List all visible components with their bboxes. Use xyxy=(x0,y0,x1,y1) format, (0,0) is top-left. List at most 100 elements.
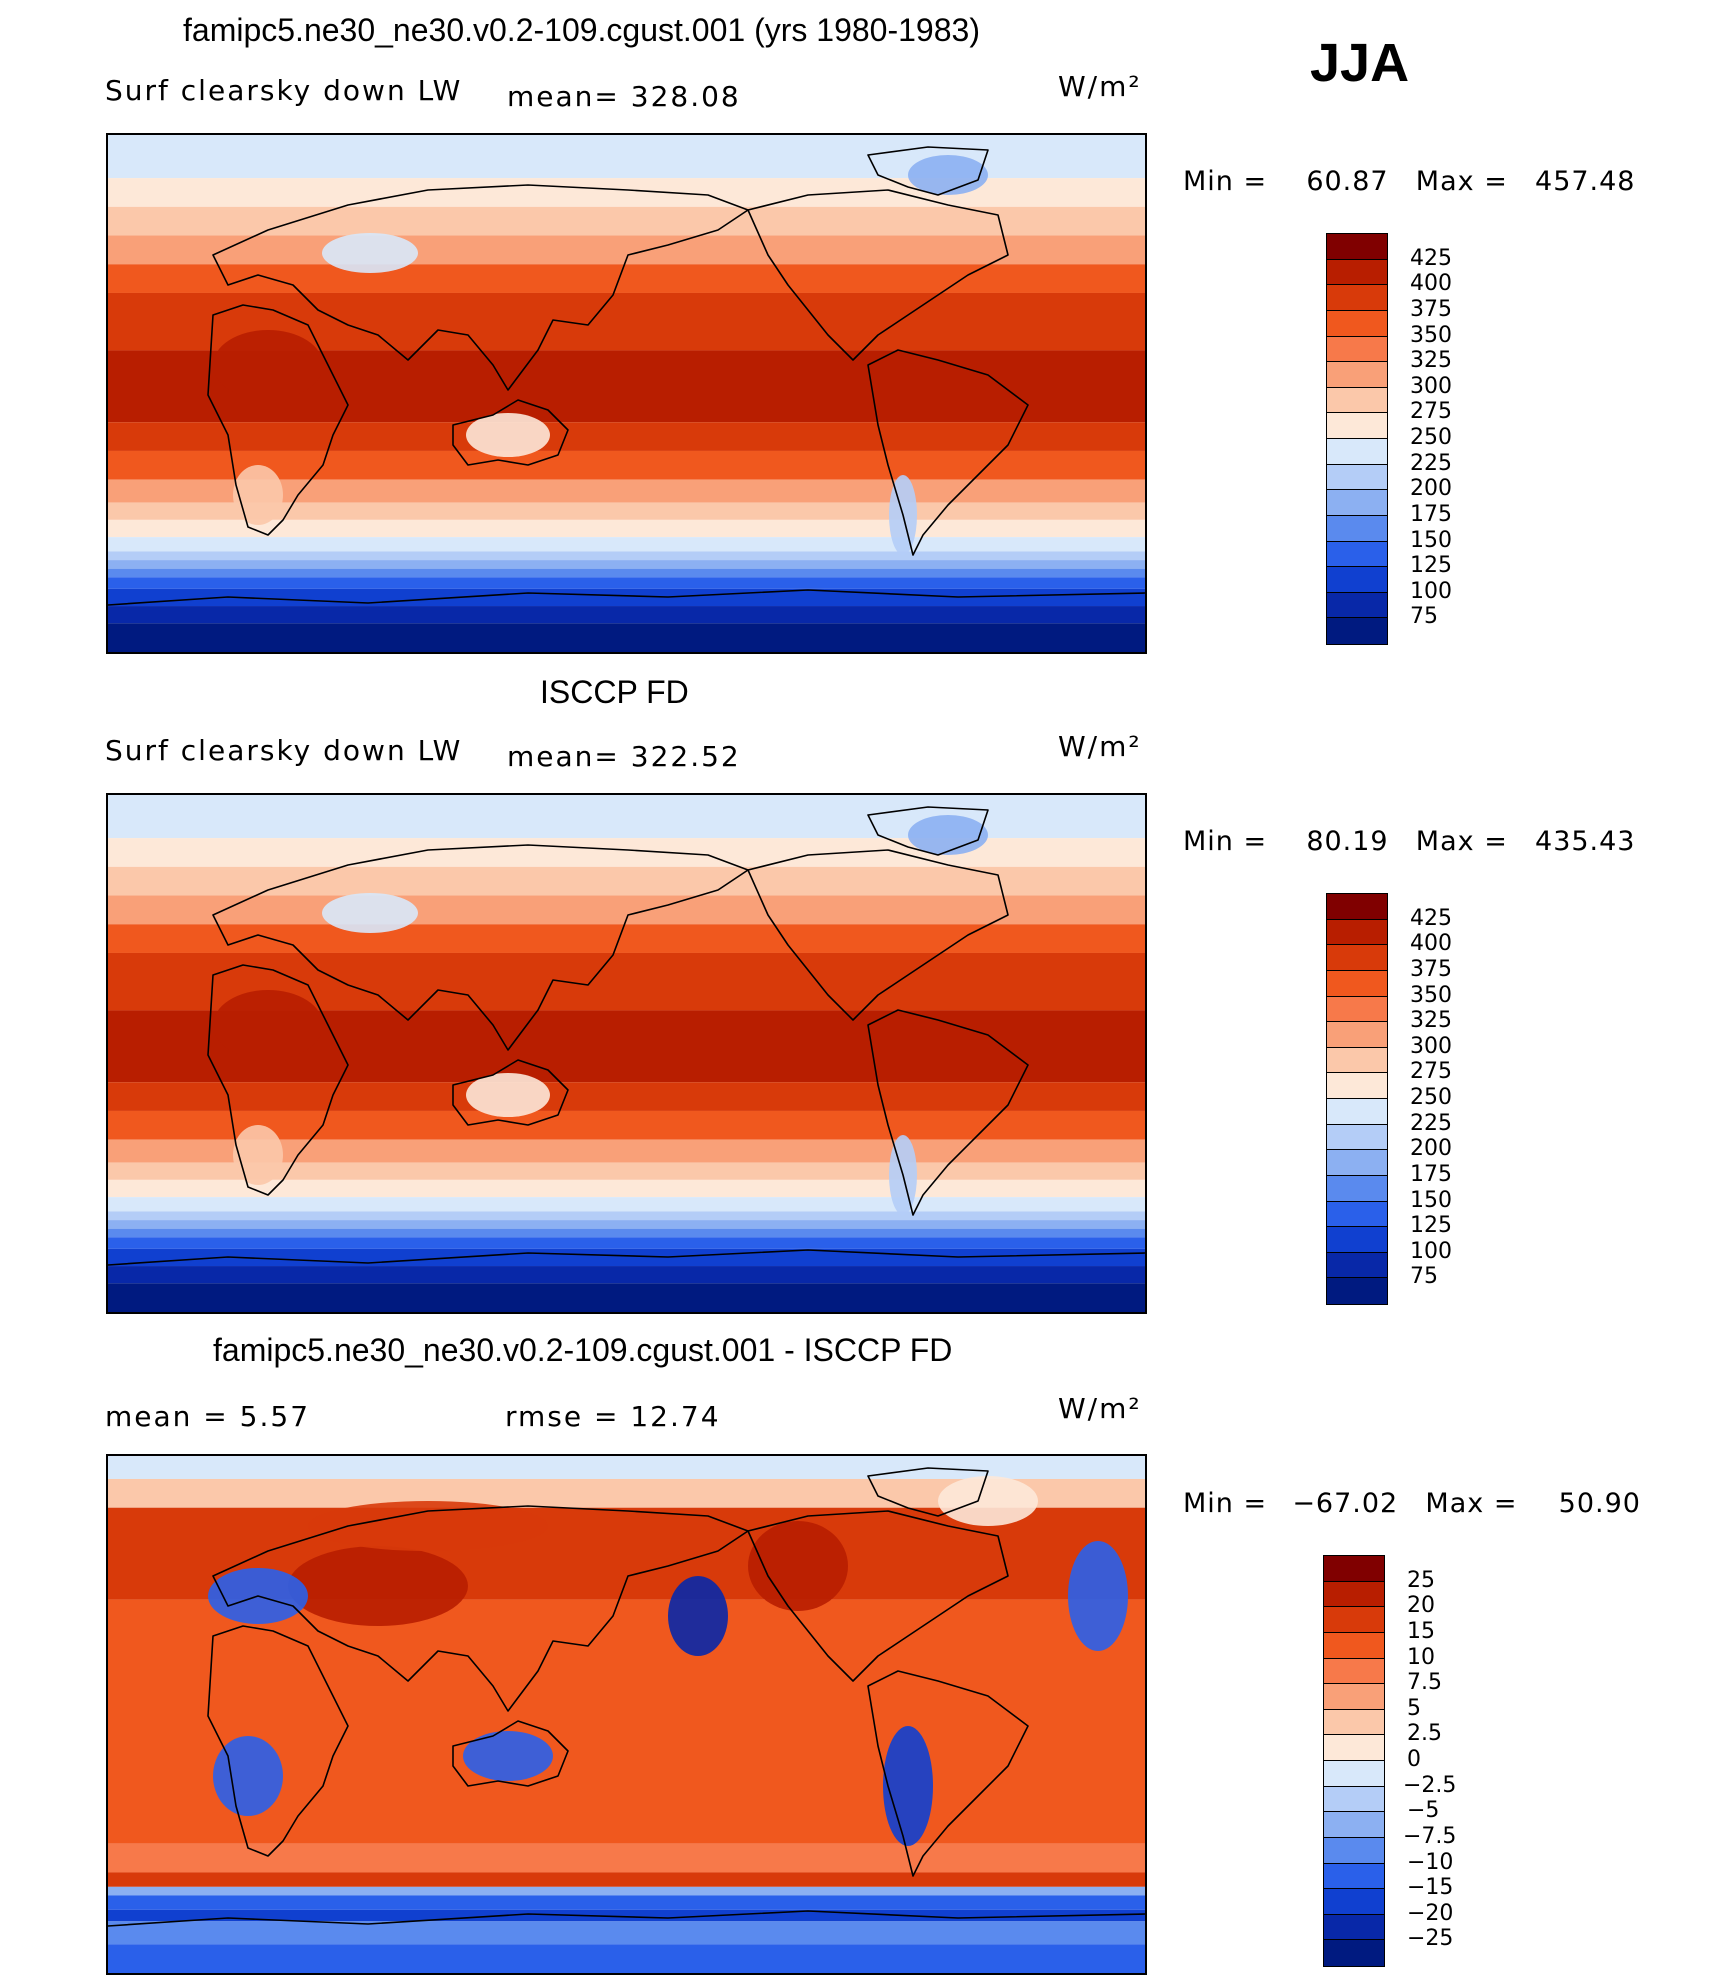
colorbar-tick-label: 425 xyxy=(1410,245,1452,271)
colorbar-swatch xyxy=(1327,515,1387,542)
coastline xyxy=(452,399,569,466)
panel-1-mean-label: mean= 328.08 xyxy=(507,80,741,113)
panel-3-minmax: Min = −67.02 Max = 50.90 xyxy=(1183,1488,1641,1519)
contour-feature xyxy=(288,1546,468,1626)
coastline xyxy=(747,849,1009,1021)
panel-2-minmax: Min = 80.19 Max = 435.43 xyxy=(1183,826,1636,857)
contour-band xyxy=(108,1179,1145,1198)
panel-1-minmax: Min = 60.87 Max = 457.48 xyxy=(1183,166,1636,197)
coastline xyxy=(747,1510,1009,1682)
contour-feature xyxy=(908,815,988,855)
colorbar-tick-label: 150 xyxy=(1410,527,1452,553)
contour-band xyxy=(108,537,1145,552)
panel-1-title: famipc5.ne30_ne30.v0.2-109.cgust.001 (yr… xyxy=(183,12,980,48)
panel-2-map xyxy=(106,793,1147,1314)
contour-band xyxy=(108,577,1145,589)
colorbar-swatch xyxy=(1327,336,1387,363)
colorbar-tick-label: 225 xyxy=(1410,1110,1452,1136)
colorbar-swatch xyxy=(1327,1150,1387,1176)
colorbar-tick-label: 75 xyxy=(1410,604,1438,630)
colorbar-swatch xyxy=(1324,1556,1384,1582)
contour-band xyxy=(108,502,1145,520)
colorbar-swatch xyxy=(1327,541,1387,568)
contour-band xyxy=(108,1872,1145,1887)
colorbar-tick-label: 125 xyxy=(1410,1213,1452,1239)
colorbar-tick-label: −15 xyxy=(1407,1875,1454,1901)
colorbar-tick-label: 350 xyxy=(1410,982,1452,1008)
colorbar-swatch xyxy=(1327,413,1387,439)
colorbar-swatch xyxy=(1327,1099,1387,1125)
colorbar-tick-label: 300 xyxy=(1410,373,1452,399)
contour-feature xyxy=(233,1125,283,1185)
colorbar-tick-label: 10 xyxy=(1407,1644,1435,1670)
contour-band xyxy=(108,1599,1145,1844)
contour-band xyxy=(108,1237,1145,1249)
contour-band xyxy=(108,1110,1145,1140)
contour-feature xyxy=(322,233,418,273)
contour-band xyxy=(108,606,1145,624)
map-canvas xyxy=(108,135,1145,652)
colorbar-swatch xyxy=(1327,310,1387,337)
colorbar-tick-label: 100 xyxy=(1410,1238,1452,1264)
colorbar-swatch xyxy=(1327,1022,1387,1048)
colorbar-swatch xyxy=(1327,1047,1387,1074)
contour-band xyxy=(108,519,1145,538)
colorbar-swatch xyxy=(1327,1278,1387,1304)
coastline xyxy=(867,806,989,856)
panel-2-min-label: Min = xyxy=(1183,826,1268,857)
contour-band xyxy=(108,623,1145,652)
colorbar-swatch xyxy=(1324,1914,1384,1941)
panel-1-units: W/m² xyxy=(1058,70,1142,103)
colorbar-swatch xyxy=(1324,1581,1384,1608)
colorbar-swatch xyxy=(1324,1709,1384,1736)
panel-1-max-label: Max = xyxy=(1415,166,1508,197)
colorbar-tick-label: 250 xyxy=(1410,425,1452,450)
season-label: JJA xyxy=(1310,33,1410,93)
colorbar-tick-label: 250 xyxy=(1410,1085,1452,1110)
coastline xyxy=(108,1910,1145,1927)
colorbar-swatch xyxy=(1327,1227,1387,1253)
contour-feature xyxy=(466,413,550,457)
coastline xyxy=(207,304,349,536)
contour-band xyxy=(108,838,1145,867)
colorbar-tick-label: 0 xyxy=(1407,1747,1421,1772)
colorbar-swatch xyxy=(1324,1863,1384,1890)
colorbar-swatch xyxy=(1324,1940,1384,1966)
panel-2-variable-label: Surf clearsky down LW xyxy=(105,734,463,767)
colorbar-swatch xyxy=(1327,592,1387,619)
colorbar-tick-label: 7.5 xyxy=(1407,1670,1442,1696)
contour-band xyxy=(108,1228,1145,1238)
colorbar-tick-label: −2.5 xyxy=(1403,1772,1457,1798)
colorbar-tick-label: 300 xyxy=(1410,1033,1452,1059)
panel-3-mean-label: mean = 5.57 xyxy=(105,1400,311,1433)
panel-3-units: W/m² xyxy=(1058,1392,1142,1425)
panel-2-max-value: 435.43 xyxy=(1535,826,1636,857)
panel-2-title: ISCCP FD xyxy=(540,674,689,710)
contour-band xyxy=(108,560,1145,569)
colorbar-tick-label: −20 xyxy=(1407,1900,1454,1926)
contour-feature xyxy=(883,1726,933,1846)
colorbar-tick-label: 5 xyxy=(1407,1695,1421,1721)
contour-band xyxy=(108,568,1145,578)
contour-band xyxy=(108,1220,1145,1229)
colorbar-tick-label: 150 xyxy=(1410,1187,1452,1213)
colorbar-tick-label: 275 xyxy=(1410,399,1452,425)
contour-band xyxy=(108,1886,1145,1896)
panel-1-variable-label: Surf clearsky down LW xyxy=(105,74,463,107)
colorbar-swatch xyxy=(1327,1073,1387,1099)
contour-band xyxy=(108,866,1145,896)
contour-feature xyxy=(938,1476,1038,1526)
panel-1-colorbar: 425 400 375 350 325 300 275 250 225 200 175 150 125 1… xyxy=(1326,233,1526,645)
colorbar-tick-label: 275 xyxy=(1410,1059,1452,1085)
colorbar-swatch xyxy=(1324,1632,1384,1659)
contour-feature xyxy=(463,1731,553,1781)
panel-1-max-value: 457.48 xyxy=(1535,166,1636,197)
contour-band xyxy=(108,450,1145,480)
contour-band xyxy=(108,178,1145,207)
contour-feature xyxy=(466,1073,550,1117)
coastline xyxy=(867,1670,1029,1877)
colorbar-swatch xyxy=(1327,464,1387,491)
colorbar-tick-label: −5 xyxy=(1407,1798,1440,1824)
contour-band xyxy=(108,1162,1145,1180)
contour-feature xyxy=(668,1576,728,1656)
